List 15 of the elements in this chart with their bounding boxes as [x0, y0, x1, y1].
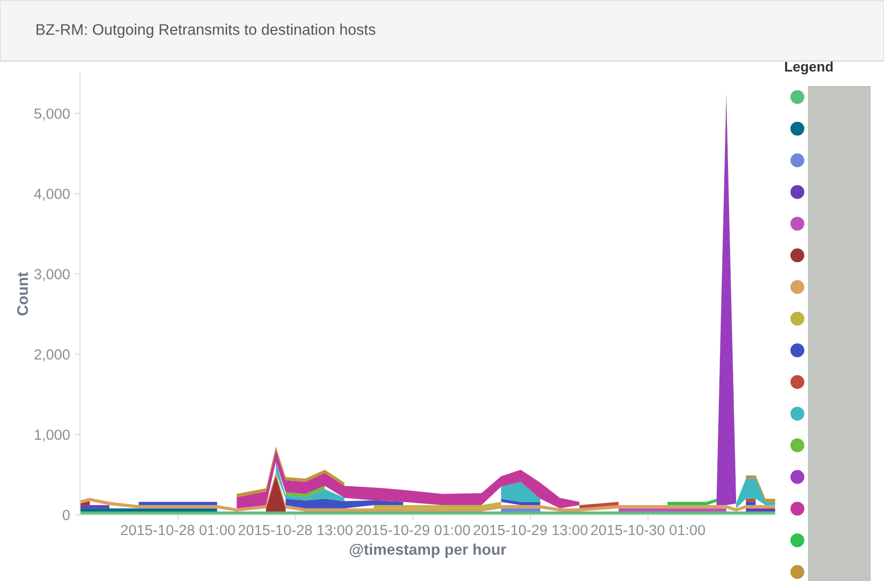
x-tick-label: 2015-10-28 13:00: [238, 524, 352, 536]
y-tick-label: 2,000: [34, 349, 70, 362]
y-tick-label: 0: [62, 510, 70, 520]
y-axis-title: Count: [17, 272, 28, 316]
y-tick-label: 5,000: [34, 108, 70, 120]
x-tick-label: 2015-10-29 01:00: [356, 524, 470, 536]
y-tick-label: 4,000: [34, 188, 70, 201]
chart-title: BZ-RM: Outgoing Retransmits to destination hosts: [36, 24, 376, 38]
x-axis-title: @timestamp per hour: [350, 544, 506, 558]
x-tick-label: 2015-10-28 01:00: [121, 524, 235, 536]
y-tick-label: 1,000: [34, 430, 70, 442]
x-tick-label: 2015-10-30 01:00: [591, 524, 705, 536]
y-tick-label: 3,000: [34, 269, 70, 282]
x-tick-label: 2015-10-29 13:00: [474, 524, 588, 536]
legend-title: Legend: [785, 61, 833, 74]
